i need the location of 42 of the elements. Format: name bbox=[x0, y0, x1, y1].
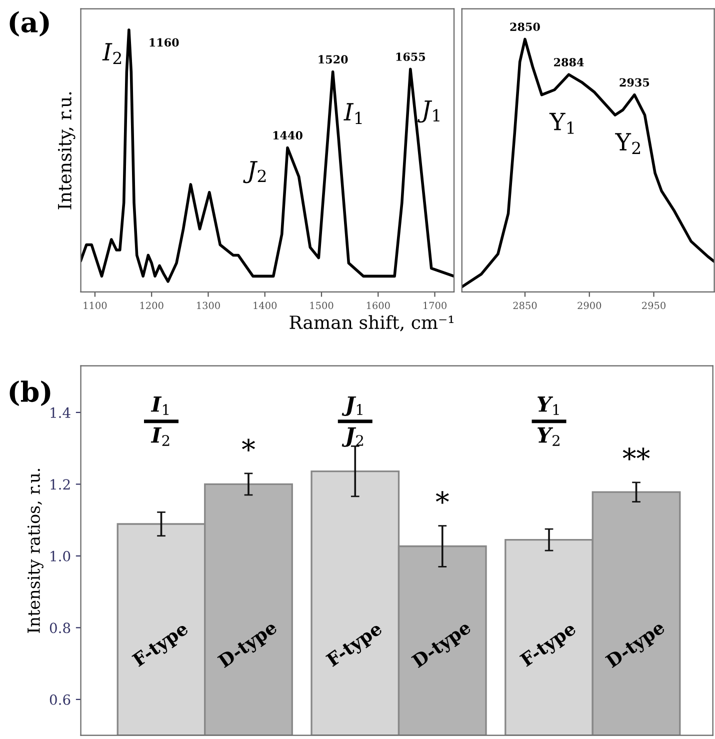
annotation: 1520 bbox=[318, 55, 348, 64]
annotation: I$_{1}$ bbox=[150, 396, 169, 415]
text: (a) bbox=[10, 11, 49, 37]
x-tick-label: 1200 bbox=[140, 302, 164, 310]
annotation: I$_{1}$ bbox=[344, 103, 362, 124]
x-tick-label: 2950 bbox=[642, 302, 666, 310]
annotation: 2850 bbox=[510, 22, 540, 32]
annotation: J$_{1}$ bbox=[342, 396, 362, 416]
y-axis-title: Intensity ratios, r.u. bbox=[27, 468, 44, 633]
annotation: * bbox=[436, 491, 449, 504]
y-tick-label: 0.6 bbox=[50, 694, 70, 705]
annotation: J$_{1}$ bbox=[418, 100, 440, 123]
x-tick-label: 1300 bbox=[197, 302, 220, 310]
x-tick-label: 1600 bbox=[366, 302, 390, 310]
x-tick-label: 1500 bbox=[310, 302, 334, 310]
annotation: ** bbox=[622, 448, 650, 460]
annotation: 1160 bbox=[150, 38, 179, 47]
annotation: Y$_{1}$ bbox=[549, 112, 574, 134]
annotation: 2935 bbox=[620, 78, 650, 87]
annotation: J$_{2}$ bbox=[342, 427, 364, 447]
annotation: I$_{2}$ bbox=[150, 427, 170, 446]
annotation: Y$_{2}$ bbox=[538, 427, 560, 446]
y-tick-label: 1.2 bbox=[50, 479, 70, 490]
x-tick-label: 1100 bbox=[84, 302, 107, 310]
x-tick-label: 1700 bbox=[424, 302, 446, 310]
x-tick-label: 2850 bbox=[513, 302, 537, 310]
annotation: I$_{2}$ bbox=[102, 43, 122, 64]
annotation: J$_{2}$ bbox=[243, 161, 266, 184]
annotation: 2884 bbox=[554, 58, 584, 66]
y-axis-title: Intensity, r.u. bbox=[58, 92, 76, 210]
annotation: * bbox=[242, 438, 255, 452]
y-tick-label: 1.4 bbox=[50, 407, 70, 418]
y-tick-label: 1.0 bbox=[50, 550, 70, 562]
annotation: 1440 bbox=[273, 131, 302, 140]
annotation: Y$_{1}$ bbox=[538, 396, 559, 415]
annotation: 1655 bbox=[396, 52, 426, 61]
y-tick-label: 0.8 bbox=[50, 622, 70, 634]
x-axis-title: Raman shift, cm⁻¹ bbox=[290, 315, 454, 332]
x-tick-label: 2900 bbox=[578, 302, 602, 310]
x-tick-label: 1400 bbox=[254, 302, 277, 310]
annotation: Y$_{2}$ bbox=[615, 133, 640, 154]
text: (b) bbox=[10, 380, 50, 406]
